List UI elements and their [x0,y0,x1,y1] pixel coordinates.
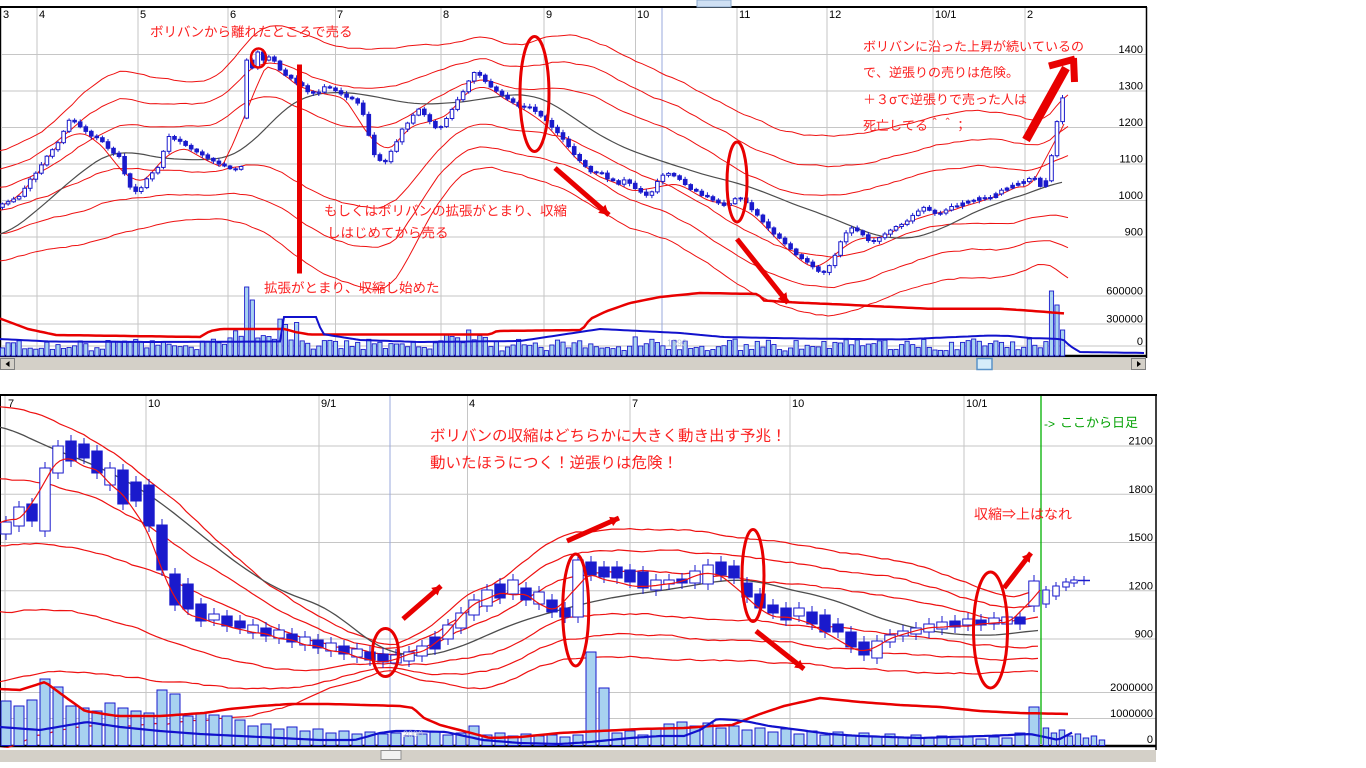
svg-text:->: -> [1044,417,1055,431]
svg-text:7: 7 [8,398,14,410]
svg-text:11: 11 [739,9,750,21]
svg-text:7: 7 [632,398,638,410]
svg-text:7: 7 [337,9,343,21]
svg-text:300000: 300000 [1106,314,1143,326]
svg-text:2: 2 [1027,9,1033,21]
svg-text:4: 4 [469,398,475,410]
svg-text:1400: 1400 [1119,44,1143,56]
svg-text:1593: 1593 [667,338,687,348]
svg-text:600000: 600000 [1106,286,1143,298]
svg-text:10: 10 [792,398,804,410]
svg-text:1800: 1800 [1129,484,1153,496]
svg-text:1000000: 1000000 [1110,708,1153,720]
svg-text:9: 9 [546,9,552,21]
svg-text:10: 10 [148,398,160,410]
svg-text:5: 5 [140,9,146,21]
svg-text:4: 4 [39,9,45,21]
svg-text:10/1: 10/1 [935,9,956,21]
svg-text:12: 12 [829,9,841,21]
svg-text:8: 8 [443,9,449,21]
svg-text:10: 10 [637,9,649,21]
svg-text:900: 900 [1135,629,1153,641]
svg-text:10/1: 10/1 [966,398,987,410]
svg-text:0: 0 [1137,336,1143,348]
svg-text:1000: 1000 [1119,190,1143,202]
svg-text:1200: 1200 [1129,580,1153,592]
svg-text:6: 6 [230,9,236,21]
svg-text:9/1: 9/1 [321,398,336,410]
svg-text:3: 3 [3,9,9,21]
svg-text:1500: 1500 [1129,532,1153,544]
svg-text:0: 0 [1147,734,1153,746]
svg-text:900: 900 [1125,227,1143,239]
svg-text:2000: 2000 [403,729,423,739]
svg-text:1300: 1300 [1119,81,1143,93]
svg-text:2000000: 2000000 [1110,682,1153,694]
svg-text:2100: 2100 [1129,436,1153,448]
svg-text:1200: 1200 [1119,117,1143,129]
svg-text:1100: 1100 [1119,154,1143,166]
